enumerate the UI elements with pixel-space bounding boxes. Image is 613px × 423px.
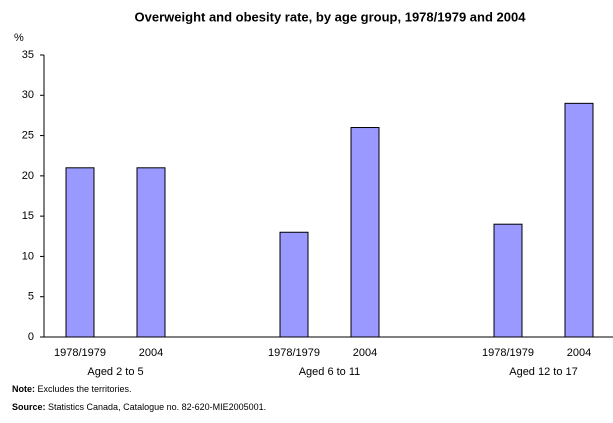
chart-title: Overweight and obesity rate, by age grou… xyxy=(135,9,527,24)
x-tick-label: 2004 xyxy=(567,347,591,359)
bar xyxy=(493,223,523,338)
group-label: Aged 2 to 5 xyxy=(87,366,143,378)
x-tick-label: 1978/1979 xyxy=(482,347,534,359)
x-tick-label: 2004 xyxy=(139,347,163,359)
y-tick-label: 15 xyxy=(22,210,34,222)
y-axis-label: % xyxy=(14,32,24,44)
bar xyxy=(136,167,166,338)
bar xyxy=(65,167,95,338)
x-tick-label: 1978/1979 xyxy=(268,347,320,359)
source: Source: Statistics Canada, Catalogue no.… xyxy=(12,402,266,412)
source-text: Statistics Canada, Catalogue no. 82-620-… xyxy=(48,402,266,412)
note: Note: Excludes the territories. xyxy=(12,384,132,394)
x-tick-label: 1978/1979 xyxy=(54,347,106,359)
bar xyxy=(350,127,380,338)
y-tick-label: 10 xyxy=(22,250,34,262)
y-tick-label: 30 xyxy=(22,89,34,101)
y-tick-label: 20 xyxy=(22,170,34,182)
bar xyxy=(279,231,309,338)
source-label: Source: xyxy=(12,402,46,412)
y-tick-label: 25 xyxy=(22,129,34,141)
group-label: Aged 6 to 11 xyxy=(299,366,361,378)
note-text: Excludes the territories. xyxy=(38,384,132,394)
bar xyxy=(564,102,594,338)
y-tick-label: 35 xyxy=(22,49,34,61)
x-tick-label: 2004 xyxy=(353,347,377,359)
y-tick-label: 0 xyxy=(28,331,34,343)
y-tick-label: 5 xyxy=(28,291,34,303)
group-label: Aged 12 to 17 xyxy=(509,366,578,378)
note-label: Note: xyxy=(12,384,35,394)
